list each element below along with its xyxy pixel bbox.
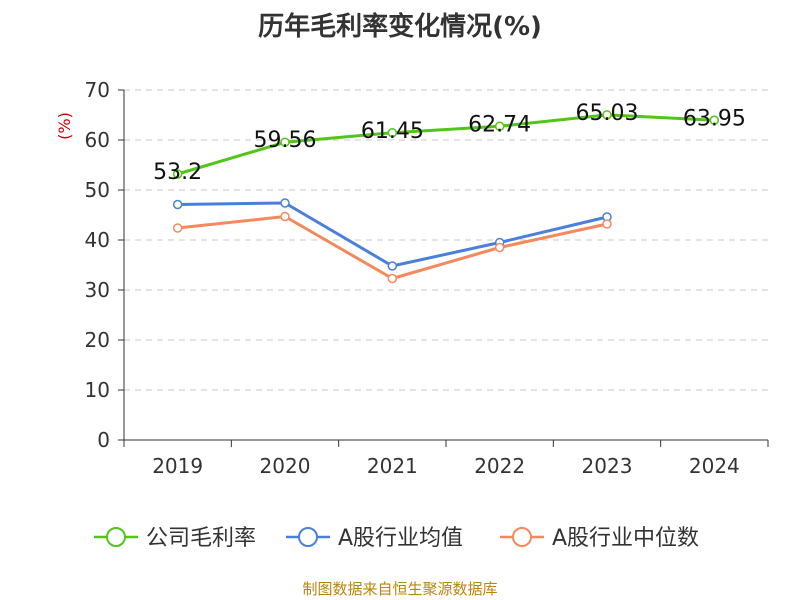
legend-swatch-marker	[298, 527, 318, 547]
data-point-0	[602, 110, 612, 120]
x-tick-label: 2024	[689, 454, 740, 478]
series-line-0	[177, 113, 715, 176]
legend-swatch-marker	[512, 527, 532, 547]
y-tick-label: 20	[85, 328, 110, 352]
data-point-0	[709, 115, 720, 125]
y-tick-label: 10	[85, 378, 110, 402]
data-point-2	[280, 211, 290, 222]
y-tick-label: 60	[85, 128, 110, 152]
y-tick-label: 70	[85, 78, 110, 102]
legend: 公司毛利率 A股行业均值 A股行业中位数	[94, 526, 699, 551]
y-tick-label: 0	[97, 428, 110, 452]
data-label: 53.2	[153, 160, 202, 185]
x-tick-label: 2023	[582, 454, 633, 478]
x-tick-label: 2020	[260, 454, 311, 478]
data-point-1	[280, 198, 290, 208]
data-labels: 53.2 59.56 61.45 62.74 65.03 63.95	[153, 101, 746, 185]
gridlines	[124, 89, 768, 391]
data-label: 65.03	[576, 101, 639, 126]
legend-label: A股行业中位数	[552, 526, 699, 551]
y-tick-label: 40	[85, 228, 110, 252]
data-point-1	[172, 199, 183, 210]
axes: 0 10 20 30 40 50 60 70 2019 2020 2021 2022 2023 2024	[85, 78, 769, 478]
chart-title: 历年毛利率变化情况(%)	[258, 12, 542, 42]
legend-swatch-marker	[106, 527, 126, 547]
data-point-2	[387, 273, 398, 284]
data-point-0	[172, 169, 183, 179]
data-point-0	[387, 128, 398, 138]
legend-item[interactable]: 公司毛利率	[94, 526, 256, 551]
x-tick-label: 2022	[474, 454, 525, 478]
x-tick-label: 2019	[152, 454, 203, 478]
legend-item[interactable]: A股行业均值	[286, 526, 463, 551]
data-point-0	[494, 121, 505, 132]
legend-item[interactable]: A股行业中位数	[500, 526, 699, 551]
data-point-2	[494, 242, 505, 253]
y-axis-unit-label: (%)	[55, 112, 74, 140]
x-tick-label: 2021	[367, 454, 418, 478]
legend-label: A股行业均值	[338, 526, 463, 551]
legend-label: 公司毛利率	[146, 526, 256, 551]
series-layer	[172, 110, 720, 284]
data-label: 59.56	[254, 128, 317, 153]
data-label: 63.95	[683, 106, 746, 131]
data-point-2	[172, 223, 183, 233]
data-label: 61.45	[361, 119, 424, 144]
data-point-1	[387, 261, 398, 271]
series-line-1	[177, 201, 608, 268]
data-point-0	[280, 137, 290, 147]
y-tick-label: 50	[85, 178, 110, 202]
source-note: 制图数据来自恒生聚源数据库	[302, 580, 498, 598]
data-label: 62.74	[468, 112, 531, 137]
y-tick-label: 30	[85, 278, 110, 302]
data-point-2	[602, 219, 612, 229]
